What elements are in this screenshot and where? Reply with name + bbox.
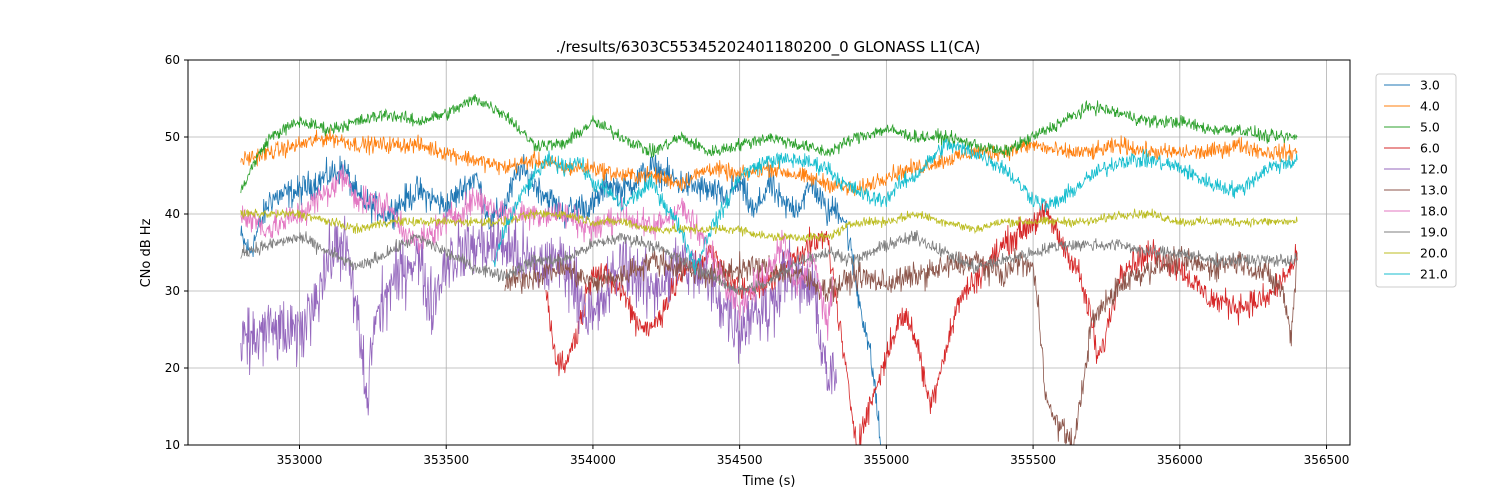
series-line-20.0 xyxy=(240,208,1298,242)
y-tick-label: 20 xyxy=(165,361,180,375)
x-tick-label: 356500 xyxy=(1304,453,1350,467)
legend-label: 20.0 xyxy=(1420,246,1448,261)
series-line-4.0 xyxy=(240,127,1298,197)
x-tick-label: 355000 xyxy=(863,453,909,467)
plot-area xyxy=(240,94,1298,445)
legend-label: 19.0 xyxy=(1420,225,1448,240)
legend-label: 6.0 xyxy=(1420,141,1440,156)
x-tick-label: 355500 xyxy=(1010,453,1056,467)
legend-label: 18.0 xyxy=(1420,204,1448,219)
y-tick-label: 60 xyxy=(165,53,180,67)
legend: 3.0 4.0 5.0 6.0 12.0 13.0 18.0 19.0 20.0 21.0 xyxy=(1375,73,1457,288)
legend-label: 3.0 xyxy=(1420,78,1440,93)
x-tick-label: 353500 xyxy=(423,453,469,467)
y-tick-label: 10 xyxy=(165,438,180,452)
series-line-21.0 xyxy=(492,138,1298,276)
legend-label: 12.0 xyxy=(1420,162,1448,177)
chart-title: ./results/6303C55345202401180200_0 GLONA… xyxy=(556,38,981,57)
x-axis-ticks: 353000 353500 354000 354500 355000 355500 3560… xyxy=(277,445,1350,467)
y-tick-label: 40 xyxy=(165,207,180,221)
y-axis-ticks: 10 20 30 40 50 60 xyxy=(165,53,188,452)
legend-label: 13.0 xyxy=(1420,183,1448,198)
x-axis-label: Time (s) xyxy=(742,474,796,489)
legend-label: 5.0 xyxy=(1420,120,1440,135)
legend-label: 21.0 xyxy=(1420,267,1448,282)
series-line-19.0 xyxy=(240,230,1298,296)
series-line-13.0 xyxy=(504,245,1298,445)
x-tick-label: 354500 xyxy=(717,453,763,467)
legend-label: 4.0 xyxy=(1420,99,1440,114)
y-axis-label: CNo dB Hz xyxy=(139,218,154,287)
axes-frame xyxy=(187,59,1351,446)
y-tick-label: 50 xyxy=(165,130,180,144)
y-tick-label: 30 xyxy=(165,284,180,298)
x-tick-label: 356000 xyxy=(1157,453,1203,467)
x-tick-label: 353000 xyxy=(277,453,323,467)
series-line-5.0 xyxy=(240,94,1298,194)
x-tick-label: 354000 xyxy=(570,453,616,467)
